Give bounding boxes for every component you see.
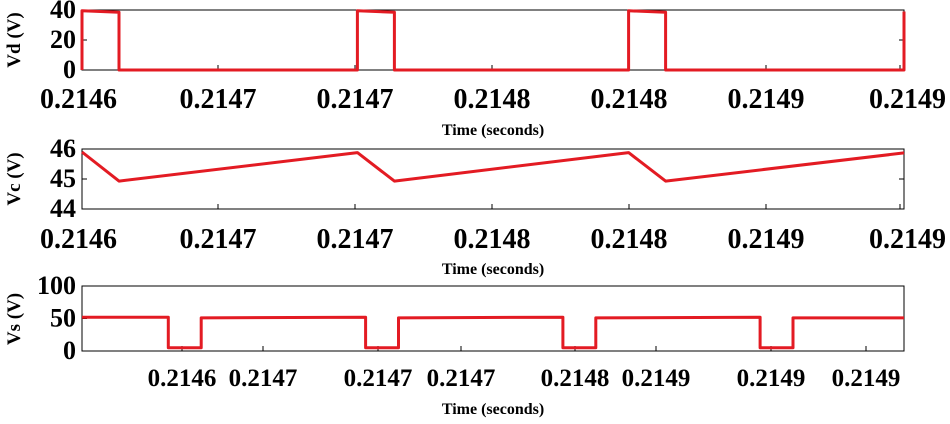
x-tick-label: 0.2146 (148, 365, 217, 392)
y-axis-label: Vd (V) (4, 12, 25, 67)
y-tick-label: 46 (50, 134, 76, 163)
x-axis-label: Time (seconds) (442, 261, 544, 278)
x-tick-label: 0.2149 (737, 365, 806, 392)
series-line (82, 315, 904, 350)
x-tick-label: 0.2149 (728, 224, 805, 255)
subplot-3: 0 50 100 0.2146 0.2147 0.2147 0.2147 0.2148 0.21… (4, 271, 905, 418)
x-tick-label: 0.2149 (832, 365, 901, 392)
x-tick-label: 0.2146 (40, 84, 117, 115)
x-tick-label: 0.2149 (869, 224, 946, 255)
x-tick-label: 0.2148 (454, 224, 531, 255)
x-tick-label: 0.2147 (344, 365, 413, 392)
y-axis-label: Vc (V) (4, 152, 25, 205)
y-tick-label: 20 (50, 25, 76, 54)
x-tick-label: 0.2147 (317, 84, 394, 115)
axes-frame (81, 9, 905, 71)
x-tick-label: 0.2147 (180, 224, 257, 255)
y-tick-label: 0 (63, 55, 76, 84)
x-tick-label: 0.2148 (591, 224, 668, 255)
y-tick-label: 44 (50, 194, 76, 223)
x-tick-label: 0.2149 (622, 365, 691, 392)
x-axis-label: Time (seconds) (442, 122, 544, 139)
x-tick-label: 0.2148 (454, 84, 531, 115)
x-tick-label: 0.2147 (317, 224, 394, 255)
x-tick-label: 0.2149 (728, 84, 805, 115)
series-line (81, 150, 905, 183)
y-tick-label: 50 (50, 304, 76, 333)
y-tick-label: 40 (50, 0, 76, 24)
x-tick-label: 0.2148 (591, 84, 668, 115)
y-tick-label: 100 (37, 271, 76, 300)
y-tick-label: 0 (63, 336, 76, 365)
x-axis-label: Time (seconds) (442, 401, 544, 418)
x-tick-label: 0.2148 (541, 365, 610, 392)
x-tick-label: 0.2147 (229, 365, 298, 392)
y-tick-label: 45 (50, 164, 76, 193)
y-axis-label: Vs (V) (4, 293, 25, 345)
axes-frame (81, 148, 905, 210)
series-line (80, 9, 906, 72)
x-tick-label: 0.2146 (40, 224, 117, 255)
x-tick-label: 0.2149 (869, 84, 946, 115)
x-tick-label: 0.2147 (427, 365, 496, 392)
x-tick-label: 0.2147 (180, 84, 257, 115)
